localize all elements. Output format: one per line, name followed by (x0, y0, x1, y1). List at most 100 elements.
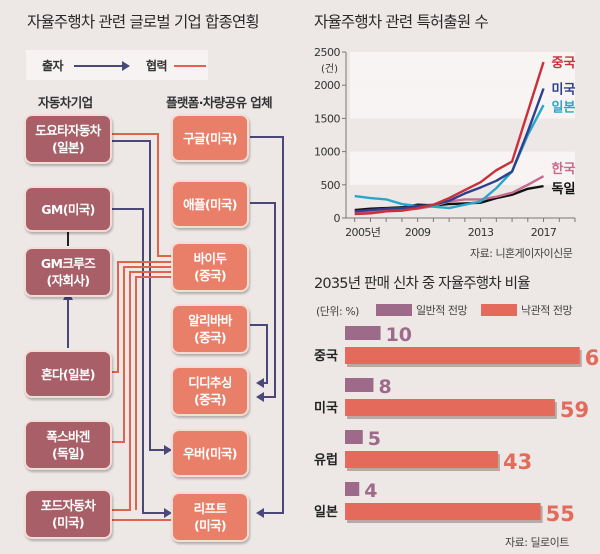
line-chart-title: 자율주행차 관련 특허출원 수 (314, 13, 489, 31)
platform-country: (중국) (193, 330, 227, 345)
platform-name: 애플(미국) (183, 196, 237, 212)
platform-box-lyft[interactable]: 리프트 (미국) (171, 492, 249, 542)
line-alibaba-didi (250, 324, 268, 384)
carmaker-box-toyota[interactable]: 도요타자동차 (일본) (24, 114, 112, 164)
series-line-중국 (354, 61, 545, 216)
bar-optimistic (345, 451, 498, 468)
category-label: 미국 (314, 400, 338, 416)
platforms-header: 플랫폼·차량공유 업체 (166, 95, 273, 110)
line-apple-didi (250, 202, 276, 398)
bar-general (345, 378, 374, 392)
carmaker-name: 폭스바겐 (46, 429, 90, 444)
y-tick-label: 500 (321, 179, 341, 192)
platform-box-google[interactable]: 구글(미국) (171, 114, 249, 162)
bar-optimistic (345, 399, 555, 416)
bar-optimistic (345, 503, 541, 520)
carmaker-box-ford[interactable]: 포드자동차 (미국) (24, 489, 112, 539)
value-label-optimistic: 59 (560, 398, 589, 422)
platform-name: 디디추싱 (188, 375, 232, 390)
category-label: 중국 (314, 349, 338, 364)
line-baidu-extra (135, 276, 172, 510)
bar-general (345, 482, 360, 496)
arrow-legend-icon (74, 61, 130, 71)
platform-name: 리프트 (193, 501, 227, 516)
line-toyota-uber (112, 140, 166, 451)
platform-name: 구글(미국) (183, 130, 237, 146)
grid-band (350, 85, 575, 119)
y-tick-label: 2000 (314, 79, 340, 92)
carmaker-box-gm[interactable]: GM(미국) (24, 186, 112, 232)
y-tick-label: 1000 (314, 146, 340, 159)
platform-name: 바이두 (193, 251, 227, 266)
line-baidu-honda (112, 261, 172, 373)
series-label: 독일 (552, 182, 576, 197)
series-label: 중국 (552, 56, 576, 71)
line-gm-lyft (112, 208, 166, 514)
y-tick-label: 1500 (314, 112, 340, 125)
line-baidu-vw (112, 266, 172, 443)
x-tick-label: 2017 (531, 226, 557, 239)
line-toyota-baidu (112, 133, 172, 257)
platform-name: 우버(미국) (183, 445, 237, 461)
series-label: 미국 (552, 82, 576, 98)
grid-band (350, 118, 575, 152)
legend-label-general: 일반적 전망 (416, 304, 468, 317)
platform-box-apple[interactable]: 애플(미국) (171, 180, 249, 228)
value-label-general: 4 (364, 480, 377, 502)
category-label: 일본 (314, 505, 338, 520)
value-label-general: 5 (368, 428, 381, 450)
carmaker-box-volkswagen[interactable]: 폭스바겐 (독일) (24, 420, 112, 470)
y-tick-label: 2500 (314, 46, 340, 59)
carmaker-box-gm-cruise[interactable]: GM크루즈 (자회사) (24, 247, 112, 297)
x-tick-label: 2005년 (345, 226, 380, 239)
grid-band (350, 151, 575, 185)
legend-cooperation-label: 협력 (146, 59, 168, 73)
legend-swatch-general (376, 304, 412, 316)
y-unit-label: (건) (321, 63, 338, 75)
carmakers-header: 자동차기업 (38, 95, 93, 110)
carmaker-box-honda[interactable]: 혼다(일본) (24, 350, 112, 398)
connector-lines (63, 133, 284, 521)
bar-general (345, 430, 363, 444)
platform-box-didi[interactable]: 디디추싱 (중국) (171, 366, 249, 416)
x-tick-label: 2009 (405, 226, 431, 239)
series-line-미국 (354, 88, 545, 213)
bar-chart-unit: (단위: %) (316, 305, 359, 318)
platform-name: 알리바바 (188, 313, 232, 328)
platform-box-alibaba[interactable]: 알리바바 (중국) (171, 304, 249, 354)
carmaker-name: GM크루즈 (40, 256, 96, 271)
autonomous-share-bar-chart: 중국 10 66 미국 8 59 유럽 5 43 일본 4 55 (314, 324, 600, 526)
carmaker-name: 도요타자동차 (35, 123, 101, 138)
carmaker-name: 포드자동차 (40, 498, 96, 513)
carmaker-country: (미국) (51, 515, 85, 530)
carmaker-country: (일본) (51, 140, 85, 155)
platform-country: (중국) (193, 268, 227, 283)
carmaker-country: (독일) (51, 446, 85, 461)
line-baidu-ford (112, 271, 172, 511)
platform-box-uber[interactable]: 우버(미국) (171, 429, 249, 477)
legend-swatch-optimistic (481, 304, 517, 316)
x-tick-label: 2013 (468, 226, 494, 239)
platform-box-baidu[interactable]: 바이두 (중국) (171, 242, 249, 292)
carmaker-country: (자회사) (46, 273, 91, 288)
y-tick-label: 0 (334, 212, 341, 225)
bar-general (345, 326, 381, 340)
carmaker-name: GM(미국) (41, 201, 95, 217)
bar-chart-source: 자료: 딜로이트 (505, 536, 569, 549)
platform-country: (미국) (193, 518, 227, 533)
diagram-legend: 출자 협력 (26, 50, 208, 80)
category-label: 유럽 (314, 453, 338, 468)
series-label: 한국 (552, 161, 576, 177)
value-label-optimistic: 66 (585, 346, 600, 370)
legend-label-optimistic: 낙관적 전망 (521, 304, 573, 317)
bar-chart-title: 2035년 판매 신차 중 자율주행차 비율 (314, 276, 531, 292)
diagram-title: 자율주행차 관련 글로벌 기업 합종연횡 (27, 13, 260, 31)
grid-band (350, 184, 575, 218)
line-chart-source: 자료: 니혼게이자이신문 (470, 247, 573, 260)
value-label-general: 8 (378, 376, 391, 398)
legend-investment-label: 출자 (42, 59, 64, 73)
bar-optimistic (345, 347, 580, 364)
carmaker-name: 혼다(일본) (41, 366, 95, 382)
line-legend-icon (174, 65, 206, 67)
patent-line-chart: 0 500 1000 1500 2000 2500 (건) 2005년 2009 2013 2017… (314, 46, 576, 239)
